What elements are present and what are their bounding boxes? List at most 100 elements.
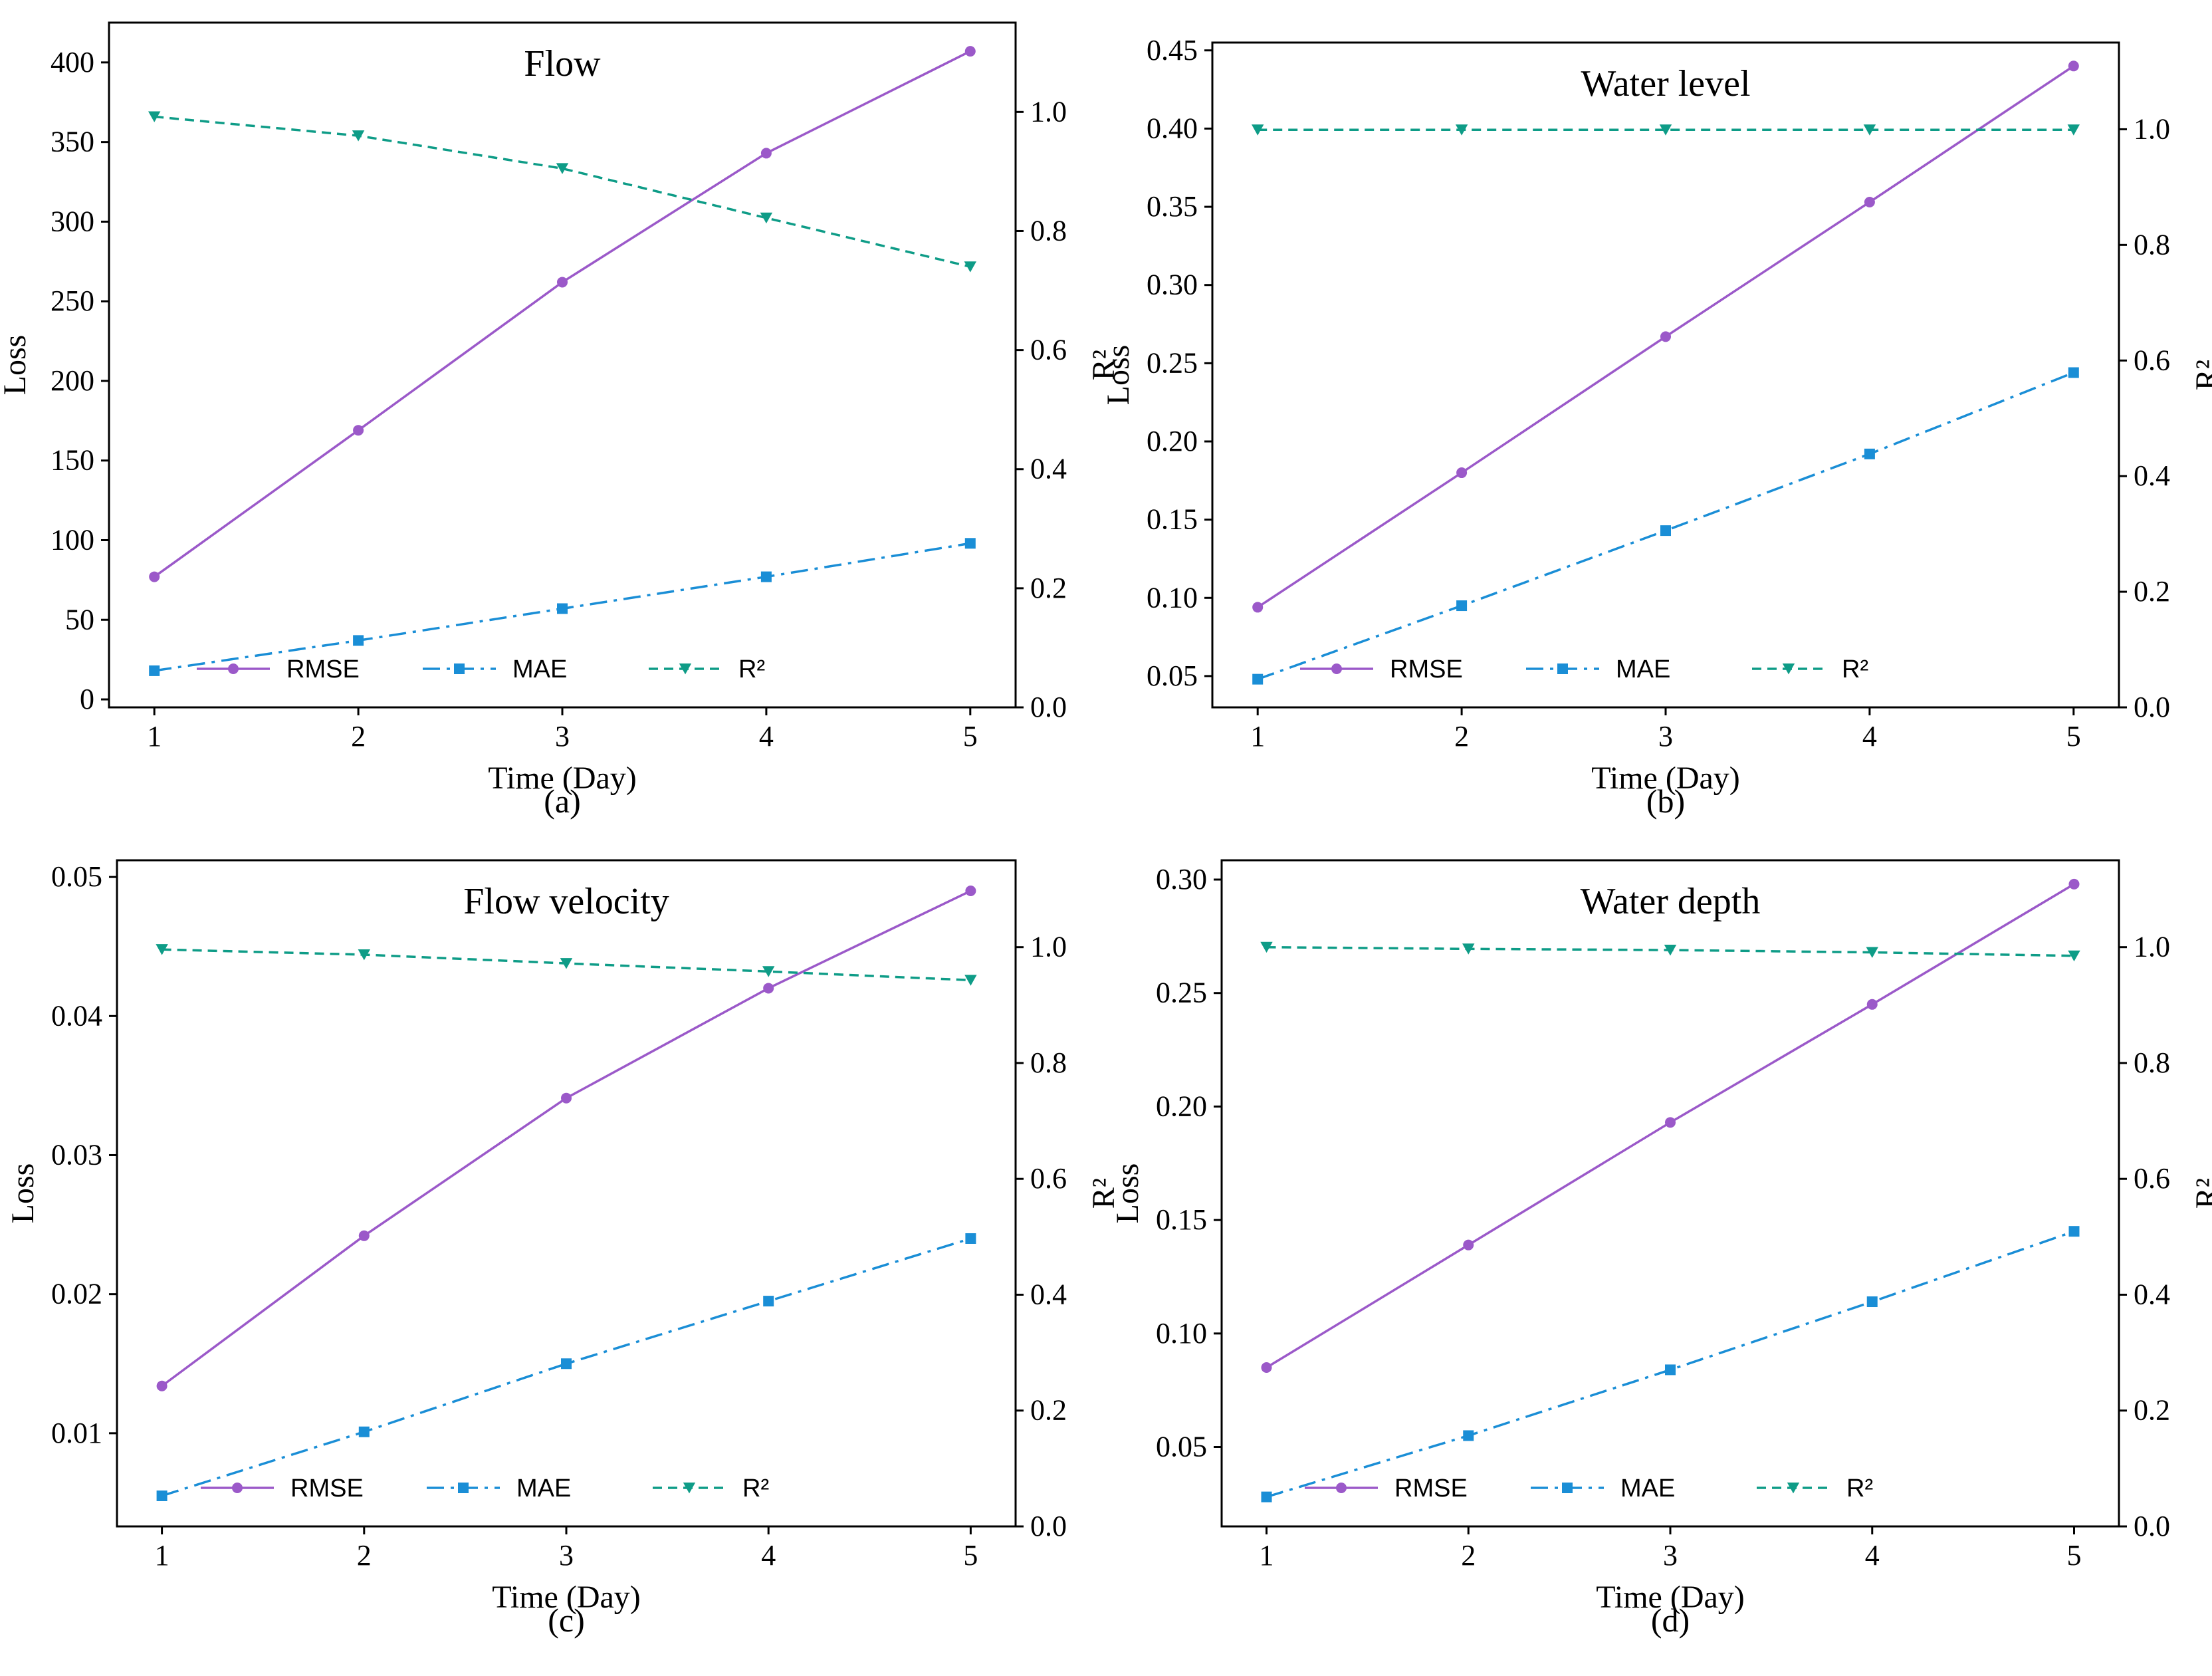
series-rmse	[1261, 878, 2080, 1374]
series-line	[1266, 1230, 2075, 1498]
series-r2	[156, 944, 977, 986]
data-point	[964, 538, 976, 549]
y2-tick-label: 1.0	[2134, 931, 2170, 963]
legend-marker	[1331, 663, 1342, 674]
x-tick-label: 4	[761, 1539, 776, 1572]
y-tick-label: 0.25	[1156, 977, 1207, 1009]
legend-item-mae: MAE	[1526, 656, 1670, 683]
data-point	[1866, 999, 1878, 1010]
x-tick-label: 4	[1865, 1539, 1880, 1572]
y-tick-label: 0.05	[51, 860, 102, 893]
x-tick-label: 1	[155, 1539, 169, 1572]
data-point	[1252, 673, 1264, 685]
y-tick-label: 0.10	[1156, 1317, 1207, 1350]
y-tick-label: 0.35	[1147, 190, 1198, 223]
y2-tick-label: 0.0	[1030, 691, 1067, 723]
legend-item-rmse: RMSE	[201, 1475, 364, 1502]
legend-item-r2: R²	[649, 656, 765, 683]
data-point	[353, 425, 364, 436]
chart-title: Flow velocity	[463, 881, 669, 922]
series-r2	[1260, 941, 2080, 962]
chart-panel-4: 0.05 0.10 0.15 0.20 0.25 0.30 0.0 0.2 0.4 0.6 0.8 1…	[1110, 859, 2212, 1639]
data-point	[156, 944, 168, 955]
y-tick-label: 0	[80, 683, 94, 715]
chart-title: Water depth	[1581, 881, 1761, 922]
legend-item-r2: R²	[1757, 1475, 1873, 1502]
data-point	[760, 212, 773, 224]
y-tick-label: 200	[51, 364, 94, 397]
plot-frame	[1211, 41, 2120, 709]
data-point	[964, 261, 976, 273]
data-point	[1463, 1239, 1474, 1251]
legend-item-rmse: RMSE	[1300, 656, 1463, 683]
x-axis-label: Time (Day)	[488, 761, 637, 796]
legend-item-r2: R²	[1752, 656, 1868, 683]
legend: RMSE MAE R²	[1300, 656, 1868, 683]
y-tick-label: 0.05	[1147, 659, 1198, 692]
y2-tick-label: 0.6	[1030, 1162, 1067, 1195]
data-point	[1261, 1491, 1272, 1502]
legend-label: RMSE	[1390, 656, 1463, 683]
data-point	[1261, 1362, 1272, 1374]
chart-panel-1: 0 50 100 150 200 250 300 350 400 0.0 0.2 0.4 0.6 0.8 1…	[0, 21, 1121, 820]
data-point	[1455, 124, 1468, 136]
y2-tick-label: 0.8	[1030, 214, 1067, 247]
data-point	[2068, 878, 2080, 890]
y2-tick-label: 0.4	[1030, 1278, 1067, 1310]
data-point	[762, 966, 775, 977]
legend-marker	[1336, 1483, 1347, 1493]
series-rmse	[1252, 60, 2079, 613]
data-point	[1252, 602, 1264, 613]
legend-marker	[1557, 663, 1568, 674]
data-point	[1660, 331, 1671, 342]
y-tick-label: 0.45	[1147, 34, 1198, 66]
y2-tick-label: 0.6	[2134, 344, 2170, 376]
y2-tick-label: 0.2	[1030, 1394, 1067, 1427]
legend-item-mae: MAE	[1531, 1475, 1675, 1502]
y2-tick-label: 0.8	[2134, 228, 2170, 261]
y-axis-label: Loss	[1101, 345, 1136, 406]
chart-title: Flow	[524, 43, 601, 84]
y2-axis-label: R²	[2189, 1178, 2212, 1209]
series-line	[1257, 371, 2074, 681]
data-point	[557, 603, 568, 614]
y-tick-label: 0.03	[51, 1138, 102, 1171]
y-tick-label: 0.40	[1147, 112, 1198, 144]
y2-tick-label: 0.2	[1030, 572, 1067, 604]
legend-marker	[679, 663, 692, 675]
y2-tick-label: 0.8	[1030, 1046, 1067, 1079]
y-axis-label: Loss	[0, 335, 33, 396]
data-point	[156, 1380, 167, 1391]
series-rmse	[149, 46, 976, 582]
y-tick-label: 0.30	[1156, 863, 1207, 896]
data-point	[1665, 1364, 1676, 1376]
data-point	[2068, 367, 2079, 378]
x-tick-label: 2	[1461, 1539, 1476, 1572]
x-tick-label: 2	[1454, 720, 1469, 753]
y2-tick-label: 1.0	[1030, 95, 1067, 128]
y-tick-label: 400	[51, 46, 94, 78]
series-mae	[149, 538, 976, 676]
legend-label: MAE	[516, 1475, 571, 1502]
x-tick-label: 2	[351, 720, 366, 753]
panel-label: (c)	[548, 1602, 585, 1639]
legend: RMSE MAE R²	[1305, 1475, 1873, 1502]
data-point	[1664, 945, 1677, 956]
data-point	[353, 635, 364, 646]
x-tick-label: 1	[1260, 1539, 1274, 1572]
y2-tick-label: 0.0	[2134, 1510, 2170, 1542]
data-point	[1866, 1296, 1878, 1308]
data-point	[1462, 943, 1475, 955]
y2-tick-label: 0.2	[2134, 575, 2170, 608]
x-tick-label: 1	[147, 720, 162, 753]
legend: RMSE MAE R²	[201, 1475, 769, 1502]
y2-tick-label: 0.6	[1030, 334, 1067, 366]
data-point	[561, 1092, 572, 1104]
legend-label: RMSE	[290, 1475, 364, 1502]
legend-marker	[1562, 1483, 1573, 1493]
y-tick-label: 0.20	[1156, 1090, 1207, 1122]
y-tick-label: 0.20	[1147, 425, 1198, 457]
y2-axis-label: R²	[1086, 1178, 1121, 1209]
legend-label: R²	[738, 656, 765, 683]
data-point	[352, 130, 365, 142]
